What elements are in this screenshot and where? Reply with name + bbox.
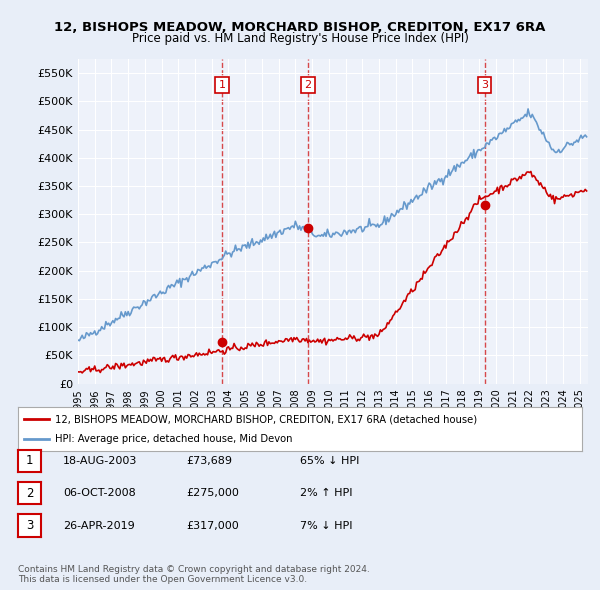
Text: 2: 2 xyxy=(26,487,33,500)
Text: 26-APR-2019: 26-APR-2019 xyxy=(63,521,135,530)
Text: 2: 2 xyxy=(305,80,311,90)
Text: HPI: Average price, detached house, Mid Devon: HPI: Average price, detached house, Mid … xyxy=(55,434,292,444)
Text: 65% ↓ HPI: 65% ↓ HPI xyxy=(300,456,359,466)
Text: 18-AUG-2003: 18-AUG-2003 xyxy=(63,456,137,466)
Text: £73,689: £73,689 xyxy=(186,456,232,466)
Text: 3: 3 xyxy=(481,80,488,90)
Text: 06-OCT-2008: 06-OCT-2008 xyxy=(63,489,136,498)
Text: 2% ↑ HPI: 2% ↑ HPI xyxy=(300,489,353,498)
Text: 7% ↓ HPI: 7% ↓ HPI xyxy=(300,521,353,530)
Text: Contains HM Land Registry data © Crown copyright and database right 2024.
This d: Contains HM Land Registry data © Crown c… xyxy=(18,565,370,584)
Text: £317,000: £317,000 xyxy=(186,521,239,530)
Text: 3: 3 xyxy=(26,519,33,532)
Text: £275,000: £275,000 xyxy=(186,489,239,498)
Text: 1: 1 xyxy=(26,454,33,467)
Text: 1: 1 xyxy=(219,80,226,90)
Text: Price paid vs. HM Land Registry's House Price Index (HPI): Price paid vs. HM Land Registry's House … xyxy=(131,32,469,45)
Text: 12, BISHOPS MEADOW, MORCHARD BISHOP, CREDITON, EX17 6RA (detached house): 12, BISHOPS MEADOW, MORCHARD BISHOP, CRE… xyxy=(55,415,477,424)
Text: 12, BISHOPS MEADOW, MORCHARD BISHOP, CREDITON, EX17 6RA: 12, BISHOPS MEADOW, MORCHARD BISHOP, CRE… xyxy=(55,21,545,34)
